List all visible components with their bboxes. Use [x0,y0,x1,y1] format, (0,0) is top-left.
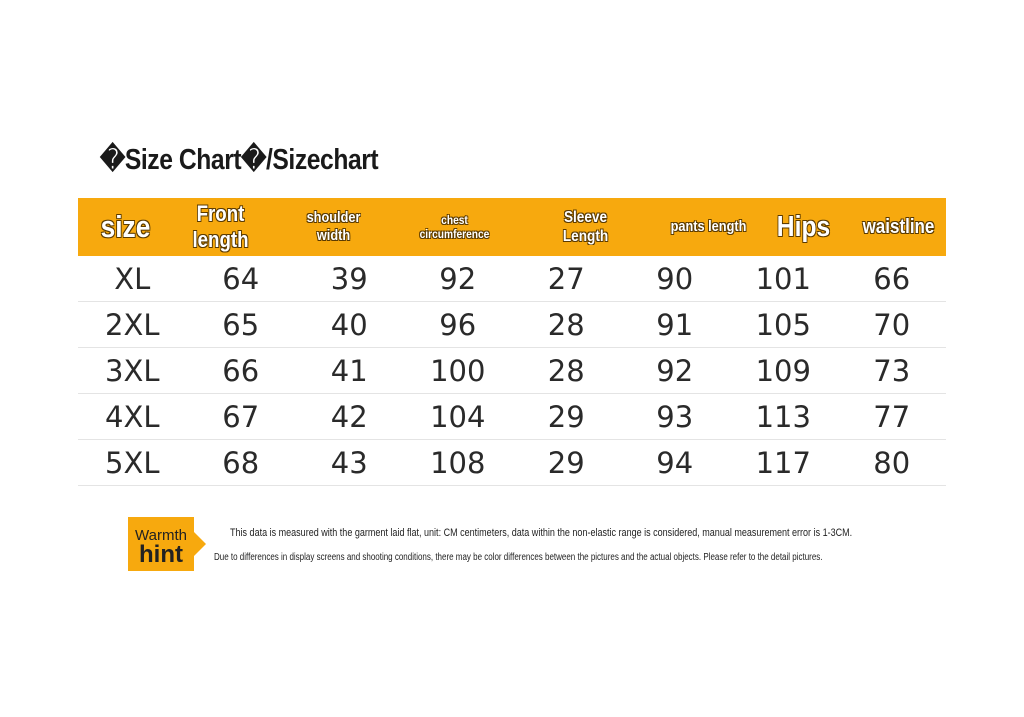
table-cell: 73 [873,353,911,388]
table-cell: 91 [656,307,694,342]
table-cell: 96 [439,307,477,342]
header-cell: chest circumference [419,212,490,241]
size-table: size Front length shoulder width chest circ… [78,198,946,486]
header-cell: waistline [862,216,935,238]
table-cell: 66 [873,261,911,296]
table-cell: 104 [430,399,486,434]
table-cell: 41 [330,353,368,388]
table-row: 5XL 68 43 108 29 94 117 80 [78,440,946,486]
table-cell: 92 [656,353,694,388]
badge-bottom: hint [139,541,183,568]
table-cell: 67 [222,399,260,434]
table-cell: 117 [755,445,811,480]
table-row: 3XL 66 41 100 28 92 109 73 [78,348,946,394]
note-line: This data is measured with the garment l… [230,527,853,539]
table-cell: 28 [547,353,585,388]
header-cell: Sleeve Length [562,208,609,245]
table-cell: 109 [755,353,811,388]
title: �Size Chart�/Sizechart [100,144,379,176]
table-cell: 66 [222,353,260,388]
table-cell: 101 [755,261,811,296]
table-cell: 39 [330,261,368,296]
table-cell: 92 [439,261,477,296]
header-cell: pants length [670,218,747,235]
hint-badge: Warmth hint [128,517,206,571]
table-row: XL 64 39 92 27 90 101 66 [78,256,946,302]
badge-top: Warmth [135,527,187,544]
table-cell: 100 [430,353,486,388]
table-cell: 113 [755,399,811,434]
table-cell: 70 [873,307,911,342]
table-cell: 77 [873,399,911,434]
header-cell: Front length [192,200,249,252]
table-cell: 105 [755,307,811,342]
header-cell: size [100,209,151,245]
note-line: Due to differences in display screens an… [214,552,823,563]
table-cell: 93 [656,399,694,434]
table-cell: 5XL [105,445,160,480]
header-cell: shoulder width [306,209,361,244]
table-cell: 2XL [105,307,160,342]
table-cell: XL [114,261,151,296]
table-cell: 90 [656,261,694,296]
table-cell: 28 [547,307,585,342]
table-cell: 3XL [105,353,160,388]
table-cell: 68 [222,445,260,480]
table-cell: 40 [330,307,368,342]
header-cell: Hips [776,210,831,243]
table-cell: 80 [873,445,911,480]
table-cell: 29 [547,445,585,480]
header-row: size Front length shoulder width chest circ… [78,198,946,256]
table-cell: 4XL [105,399,160,434]
table-cell: 43 [330,445,368,480]
table-cell: 42 [330,399,368,434]
table-cell: 94 [656,445,694,480]
table-cell: 27 [547,261,585,296]
table-row: 4XL 67 42 104 29 93 113 77 [78,394,946,440]
table-cell: 108 [430,445,486,480]
table-cell: 64 [222,261,260,296]
table-cell: 65 [222,307,260,342]
table-cell: 29 [547,399,585,434]
table-row: 2XL 65 40 96 28 91 105 70 [78,302,946,348]
